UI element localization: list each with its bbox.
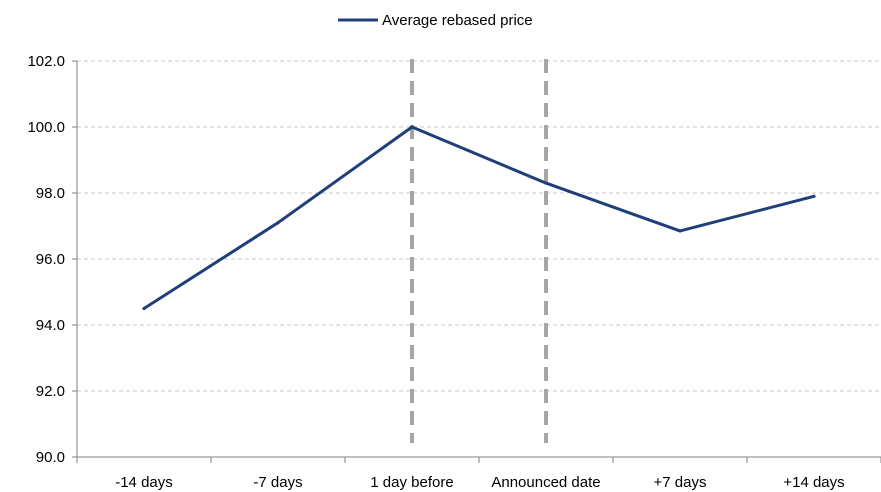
y-tick-label: 96.0	[36, 251, 65, 268]
data-point	[410, 125, 414, 129]
y-tick-label: 90.0	[36, 449, 65, 466]
y-tick-label: 98.0	[36, 185, 65, 202]
x-tick-label: -7 days	[253, 474, 302, 491]
y-tick-label: 102.0	[27, 53, 65, 70]
y-tick-label: 94.0	[36, 317, 65, 334]
x-tick-label: +7 days	[654, 474, 707, 491]
x-tick-label: +14 days	[783, 474, 844, 491]
y-tick-label: 100.0	[27, 119, 65, 136]
data-point	[678, 229, 682, 233]
y-tick-label: 92.0	[36, 383, 65, 400]
data-point	[812, 194, 816, 198]
x-tick-label: 1 day before	[370, 474, 453, 491]
data-point	[142, 306, 146, 311]
x-tick-label: -14 days	[115, 474, 173, 491]
data-point	[276, 221, 280, 225]
data-point	[544, 181, 548, 185]
x-tick-label: Announced date	[491, 474, 600, 491]
legend-label: Average rebased price	[382, 12, 533, 29]
series-line	[142, 125, 816, 310]
